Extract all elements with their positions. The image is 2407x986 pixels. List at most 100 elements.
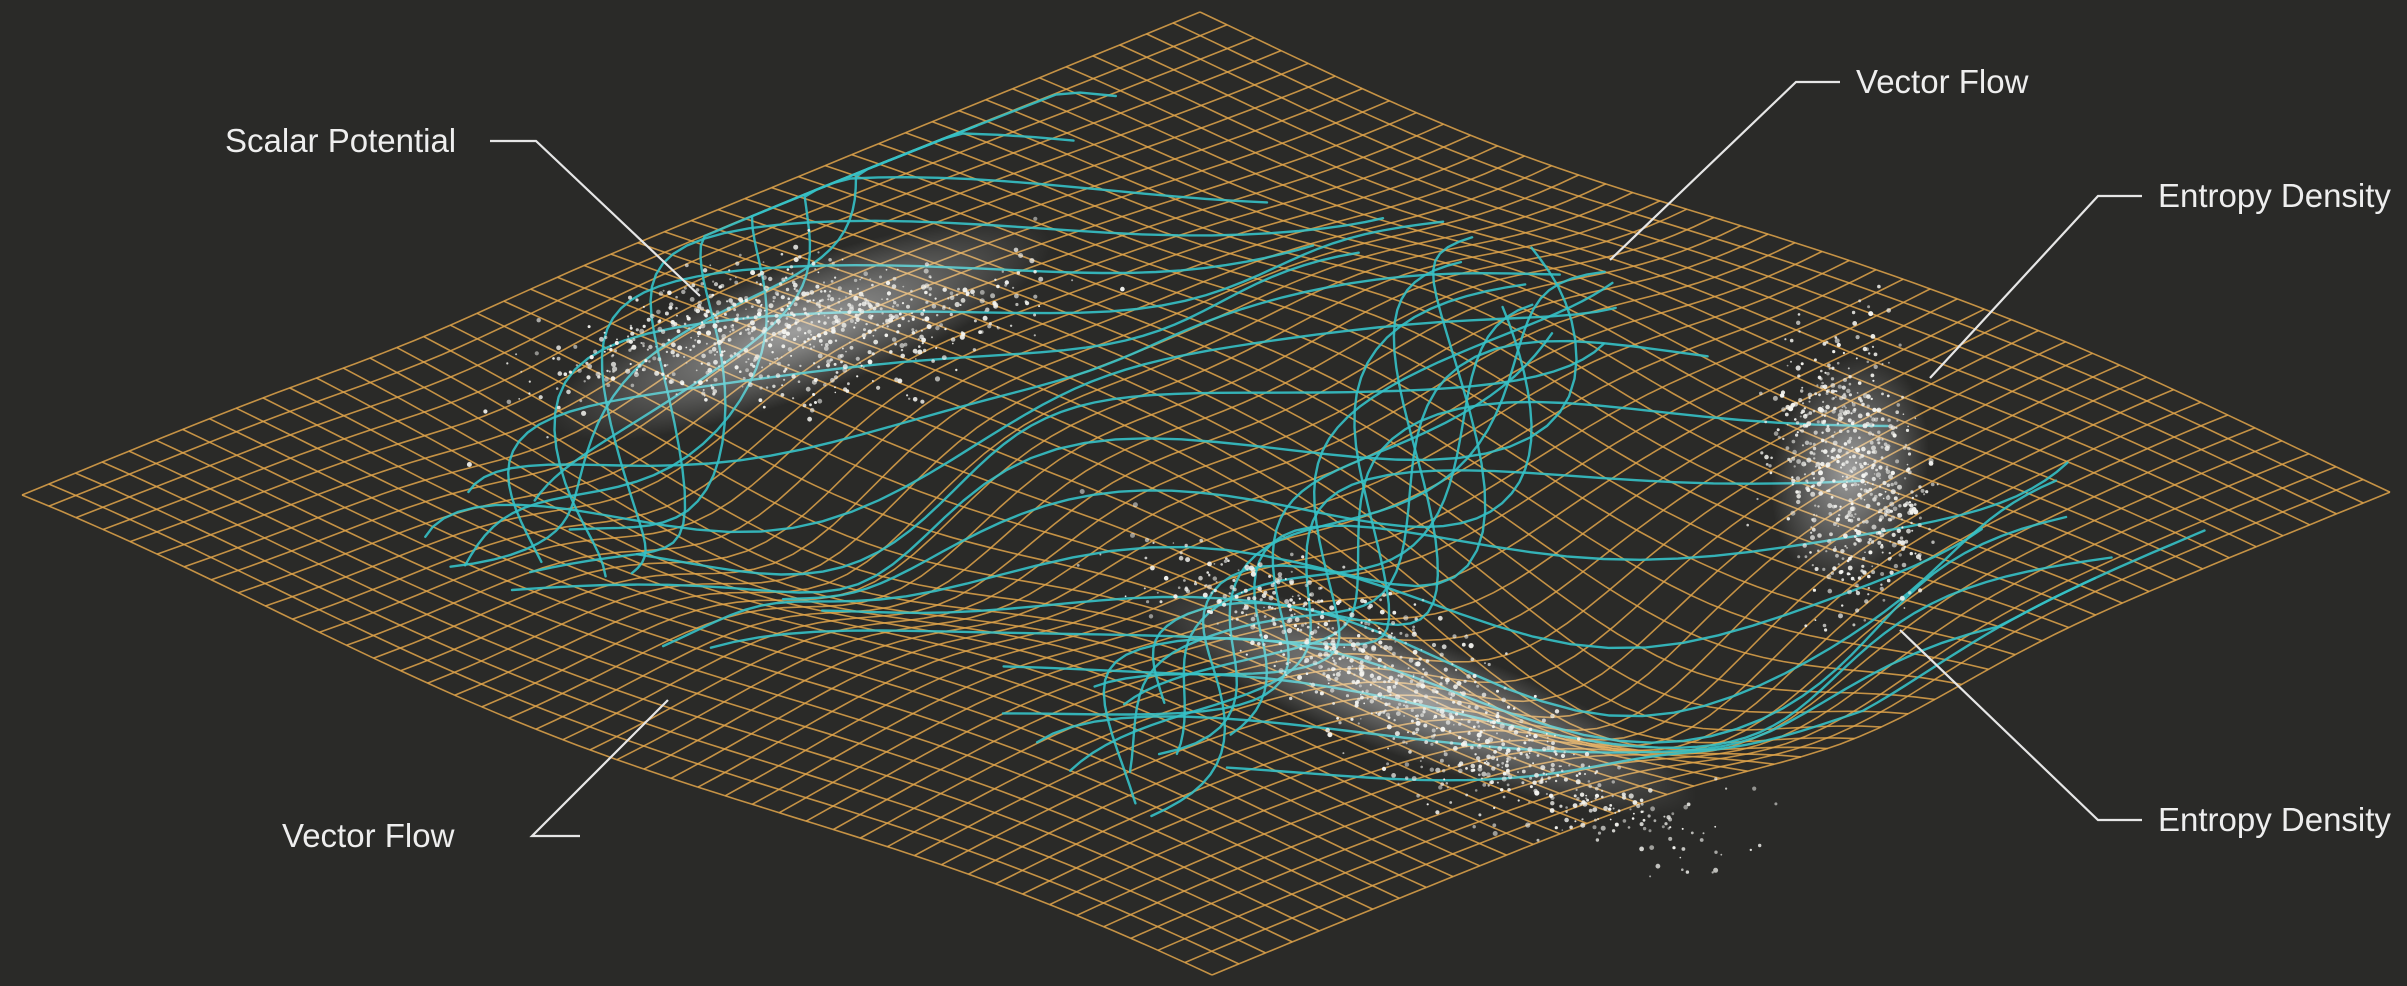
entropy-particle (1886, 308, 1891, 313)
entropy-particle (1871, 524, 1877, 530)
entropy-particle (642, 324, 646, 328)
entropy-particle (1290, 570, 1293, 573)
entropy-particle (1435, 690, 1439, 694)
entropy-particle (1648, 788, 1653, 793)
entropy-particle (1639, 798, 1644, 803)
flow-streamline (424, 306, 1617, 538)
entropy-particle (816, 333, 822, 338)
entropy-particle (556, 356, 561, 361)
entropy-particle (538, 395, 543, 400)
entropy-particle (1880, 572, 1885, 576)
entropy-particle (1679, 856, 1682, 859)
entropy-particle (1394, 731, 1400, 737)
entropy-particle (1501, 697, 1506, 703)
entropy-particle (1551, 741, 1555, 745)
entropy-particle (1905, 501, 1910, 506)
entropy-particle (1290, 552, 1294, 557)
entropy-particle (1893, 563, 1899, 569)
entropy-particle (1786, 423, 1789, 426)
entropy-particle (747, 358, 750, 361)
entropy-particle (1844, 487, 1848, 491)
entropy-particle (819, 299, 822, 303)
entropy-particle (1286, 628, 1293, 634)
entropy-particle (1411, 628, 1415, 632)
entropy-particle (1876, 407, 1882, 413)
entropy-particle (863, 271, 868, 277)
entropy-particle (1851, 310, 1856, 315)
entropy-particle (1841, 557, 1845, 560)
entropy-particle (1837, 448, 1843, 453)
entropy-particle (841, 258, 844, 261)
entropy-particle (1875, 468, 1878, 472)
entropy-particle (786, 268, 790, 271)
entropy-particle (1818, 466, 1822, 470)
entropy-particle (1501, 766, 1504, 769)
flow-streamline (781, 305, 1533, 601)
entropy-particle (1595, 838, 1600, 842)
entropy-particle (1872, 463, 1876, 467)
entropy-particle (1880, 543, 1884, 547)
entropy-particle (860, 364, 863, 367)
mesh-line-col (128, 450, 1320, 932)
entropy-particle (1355, 641, 1361, 647)
entropy-particle (1185, 557, 1191, 563)
entropy-particle (1247, 596, 1251, 601)
entropy-particle (695, 369, 698, 372)
entropy-particle (848, 341, 851, 344)
entropy-particle (775, 373, 781, 378)
entropy-particle (1881, 392, 1884, 396)
entropy-particle (1461, 710, 1465, 714)
entropy-particle (683, 286, 687, 290)
entropy-particle (972, 294, 975, 296)
entropy-particle (1854, 513, 1857, 516)
entropy-particle (864, 300, 870, 305)
entropy-particle (716, 339, 723, 345)
entropy-particle (798, 255, 802, 259)
entropy-particle (742, 317, 745, 320)
entropy-particle (739, 370, 742, 374)
entropy-particle (734, 280, 739, 285)
entropy-particle (900, 353, 905, 359)
entropy-particle (1493, 806, 1496, 810)
entropy-particle (1889, 501, 1895, 507)
entropy-particle (1862, 520, 1866, 524)
entropy-particle (1220, 563, 1223, 566)
entropy-particle (1828, 512, 1833, 516)
entropy-particle (1772, 395, 1778, 401)
entropy-particle (954, 301, 960, 308)
entropy-particle (831, 320, 836, 325)
entropy-particle (771, 351, 774, 354)
entropy-particle (786, 304, 789, 308)
entropy-particle (1648, 829, 1652, 833)
entropy-particle (606, 369, 609, 373)
entropy-particle (830, 280, 834, 283)
entropy-particle (1886, 394, 1890, 398)
entropy-particle (767, 320, 770, 323)
entropy-particle (1597, 783, 1602, 788)
entropy-particle (606, 348, 609, 351)
entropy-particle (786, 323, 792, 329)
entropy-particle (1383, 645, 1389, 650)
entropy-particle (1492, 831, 1498, 836)
entropy-particle (685, 362, 688, 364)
entropy-particle (700, 282, 704, 286)
entropy-particle (726, 300, 729, 303)
label-scalar-potential: Scalar Potential (225, 122, 456, 159)
entropy-particle (1829, 532, 1833, 537)
entropy-particle (1650, 806, 1655, 812)
entropy-particle (1609, 818, 1612, 821)
entropy-particle (1867, 463, 1869, 466)
entropy-particle (660, 329, 666, 334)
entropy-particle (898, 312, 902, 316)
entropy-particle (1796, 431, 1799, 434)
entropy-particle (809, 403, 812, 407)
entropy-particle (950, 337, 956, 342)
entropy-particle (1856, 524, 1860, 528)
entropy-particle (1532, 762, 1535, 765)
entropy-particle (614, 349, 618, 353)
entropy-particle (970, 289, 975, 295)
entropy-particle (766, 374, 770, 378)
entropy-particle (556, 405, 561, 410)
entropy-particle (654, 370, 660, 376)
entropy-particle (1394, 681, 1398, 686)
